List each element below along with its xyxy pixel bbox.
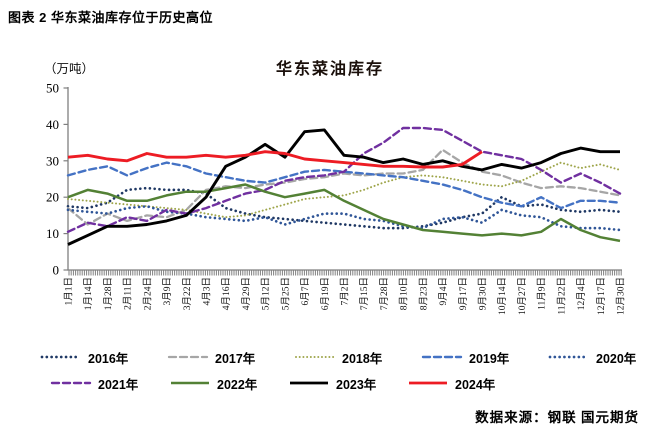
legend-swatch — [290, 381, 328, 385]
x-tick-label: 4月3日 — [202, 277, 213, 306]
y-tick-label: 20 — [46, 190, 59, 205]
x-tick-label: 6月7日 — [300, 277, 311, 306]
legend-item-2021: 2021年 — [50, 374, 169, 393]
chart-legend-row-2: 2021年 2022年 2023年 2024年 — [0, 372, 651, 394]
legend-label: 2023年 — [336, 377, 377, 392]
legend-item-2023: 2023年 — [288, 374, 407, 393]
legend-swatch — [171, 381, 209, 385]
series-line-2018 — [67, 161, 621, 219]
x-tick-label: 12月17日 — [596, 277, 607, 315]
legend-item-2020: 2020年 — [548, 348, 651, 367]
chart-legend-row-1: 2016年 2017年 2018年 2019年 2020年 — [0, 346, 651, 368]
x-tick-label: 9月30日 — [478, 277, 489, 310]
legend-label: 2022年 — [217, 377, 258, 392]
x-tick-label: 2月24日 — [142, 277, 153, 310]
x-tick-label: 3月9日 — [162, 277, 173, 306]
y-tick-label: 30 — [46, 153, 59, 168]
x-tick-label: 3月22日 — [182, 277, 193, 310]
x-tick-label: 7月28日 — [379, 277, 390, 310]
x-tick-label: 7月15日 — [359, 277, 370, 310]
series-line-2024 — [67, 150, 483, 169]
series-line-2021 — [66, 126, 622, 233]
legend-item-2024: 2024年 — [407, 374, 526, 393]
axis-lines — [67, 87, 622, 271]
legend-swatch — [167, 355, 209, 359]
legend-item-2022: 2022年 — [169, 374, 288, 393]
x-tick-label: 10月14日 — [497, 277, 508, 315]
x-tick-label: 12月4日 — [576, 277, 587, 310]
x-tick-label: 1月28日 — [103, 277, 114, 310]
legend-swatch — [409, 381, 447, 385]
legend-label: 2020年 — [596, 351, 637, 366]
legend-item-2019: 2019年 — [421, 348, 548, 367]
legend-label: 2016年 — [88, 351, 129, 366]
legend-swatch — [421, 355, 463, 359]
data-source-note: 数据来源：钢联 国元期货 — [475, 410, 639, 425]
legend-swatch — [50, 381, 92, 385]
legend-swatch — [295, 356, 335, 358]
x-tick-label: 9月4日 — [438, 277, 449, 306]
legend-label: 2017年 — [215, 351, 256, 366]
x-tick-label: 12月30日 — [616, 277, 627, 315]
x-tick-label: 11月22日 — [556, 277, 567, 315]
x-tick-label: 6月19日 — [320, 277, 331, 310]
y-axis-unit-label: （万吨） — [44, 62, 95, 76]
x-tick-label: 5月25日 — [280, 277, 291, 310]
x-tick-label: 8月10日 — [399, 277, 410, 310]
document-heading: 图表 2 华东菜油库存位于历史高位 — [8, 10, 213, 25]
x-tick-label: 10月27日 — [517, 277, 528, 315]
series-line-2022 — [67, 183, 621, 243]
legend-item-2017: 2017年 — [167, 348, 294, 367]
x-tick-label: 7月2日 — [340, 277, 351, 306]
legend-label: 2021年 — [98, 377, 139, 392]
y-tick-label: 50 — [46, 81, 59, 96]
y-tick-label: 40 — [46, 117, 59, 132]
x-tick-label: 8月23日 — [418, 277, 429, 310]
x-tick-label: 4月16日 — [221, 277, 232, 310]
legend-label: 2024年 — [455, 377, 496, 392]
legend-label: 2019年 — [469, 351, 510, 366]
legend-label: 2018年 — [342, 351, 383, 366]
series-line-2016 — [66, 186, 622, 230]
y-tick-label: 0 — [53, 263, 60, 278]
series-line-2023 — [67, 128, 620, 246]
legend-item-2016: 2016年 — [40, 348, 167, 367]
x-tick-label: 1月14日 — [83, 277, 94, 310]
legend-item-2018: 2018年 — [294, 348, 421, 367]
series-line-2017 — [66, 148, 622, 226]
chart-title: 华东菜油库存 — [275, 61, 385, 78]
x-tick-label: 1月1日 — [64, 277, 75, 306]
x-tick-label: 9月17日 — [458, 277, 469, 310]
x-tick-label: 4月29日 — [241, 277, 252, 310]
y-tick-label: 10 — [46, 226, 59, 241]
x-tick-label: 11月9日 — [537, 277, 548, 310]
x-tick-label: 2月11日 — [123, 277, 134, 310]
legend-swatch — [548, 355, 590, 359]
legend-swatch — [40, 355, 82, 359]
x-tick-label: 5月12日 — [261, 277, 272, 310]
